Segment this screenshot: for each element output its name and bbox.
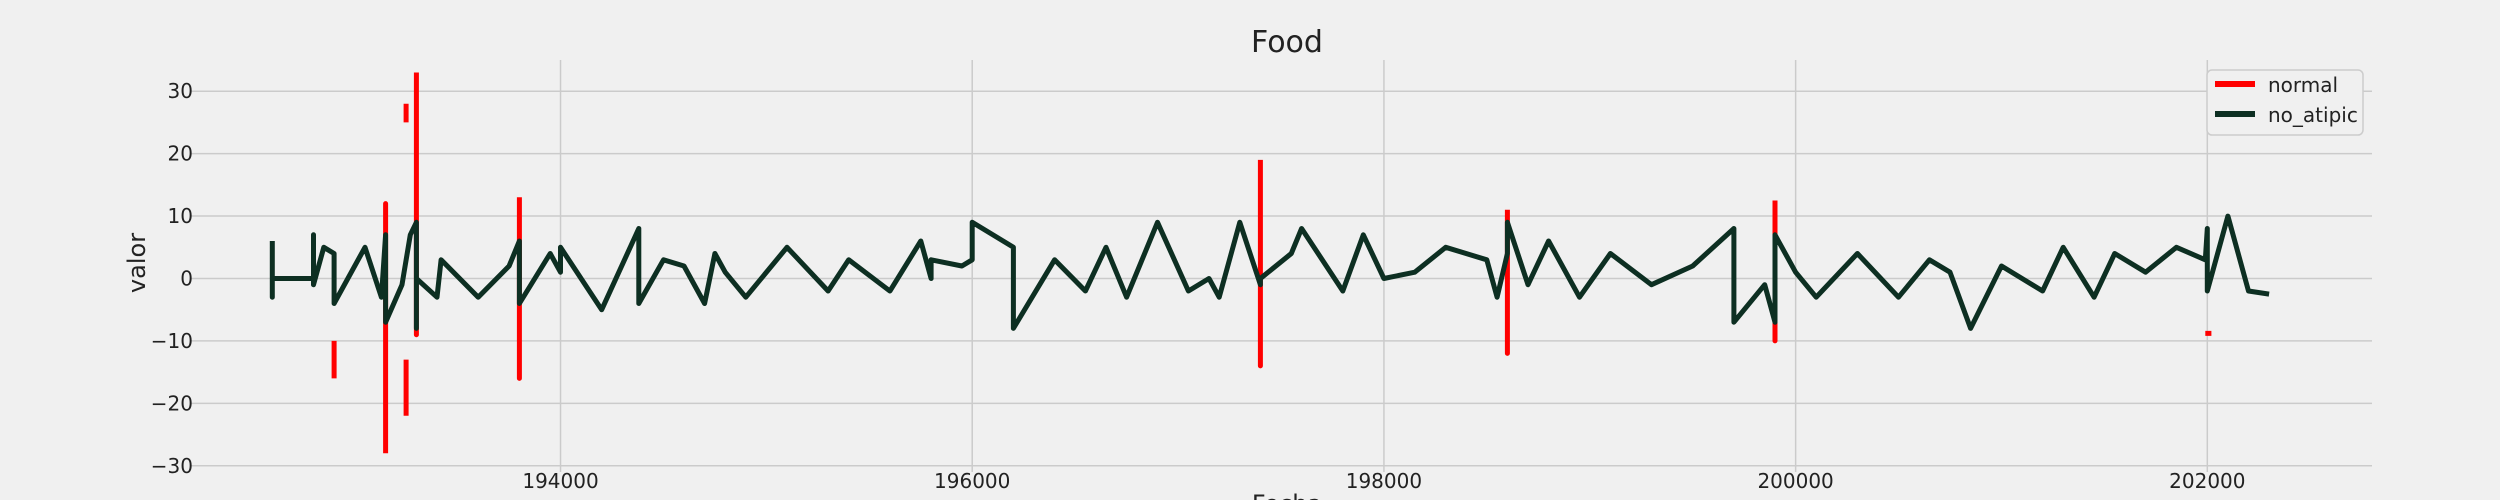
legend: normal no_atipic	[2206, 69, 2364, 136]
x-tick-label: 200000	[1757, 469, 1833, 493]
y-tick-label: −20	[151, 391, 193, 415]
y-tick-label: 0	[180, 266, 193, 290]
y-tick-label: 10	[168, 204, 193, 228]
x-axis-label: Fecha	[1252, 490, 1322, 500]
x-tick-label: 198000	[1346, 469, 1422, 493]
legend-label-normal: normal	[2268, 73, 2338, 97]
y-tick-label: 20	[168, 142, 193, 166]
y-axis-label: valor	[123, 233, 151, 293]
x-tick-label: 194000	[522, 469, 598, 493]
legend-label-no-atipic: no_atipic	[2268, 103, 2358, 127]
ticks: −30 −20 −10 0 10 20 30 194000 196000 198000 200000…	[151, 79, 2246, 493]
series-line-no-atipic	[269, 213, 2270, 331]
y-tick-label: 30	[168, 79, 193, 103]
x-tick-label: 196000	[934, 469, 1010, 493]
series-layer	[269, 72, 2270, 454]
x-tick-label: 202000	[2169, 469, 2245, 493]
y-tick-label: −30	[151, 454, 193, 478]
y-tick-label: −10	[151, 329, 193, 353]
chart-title: Food	[1251, 25, 1323, 60]
